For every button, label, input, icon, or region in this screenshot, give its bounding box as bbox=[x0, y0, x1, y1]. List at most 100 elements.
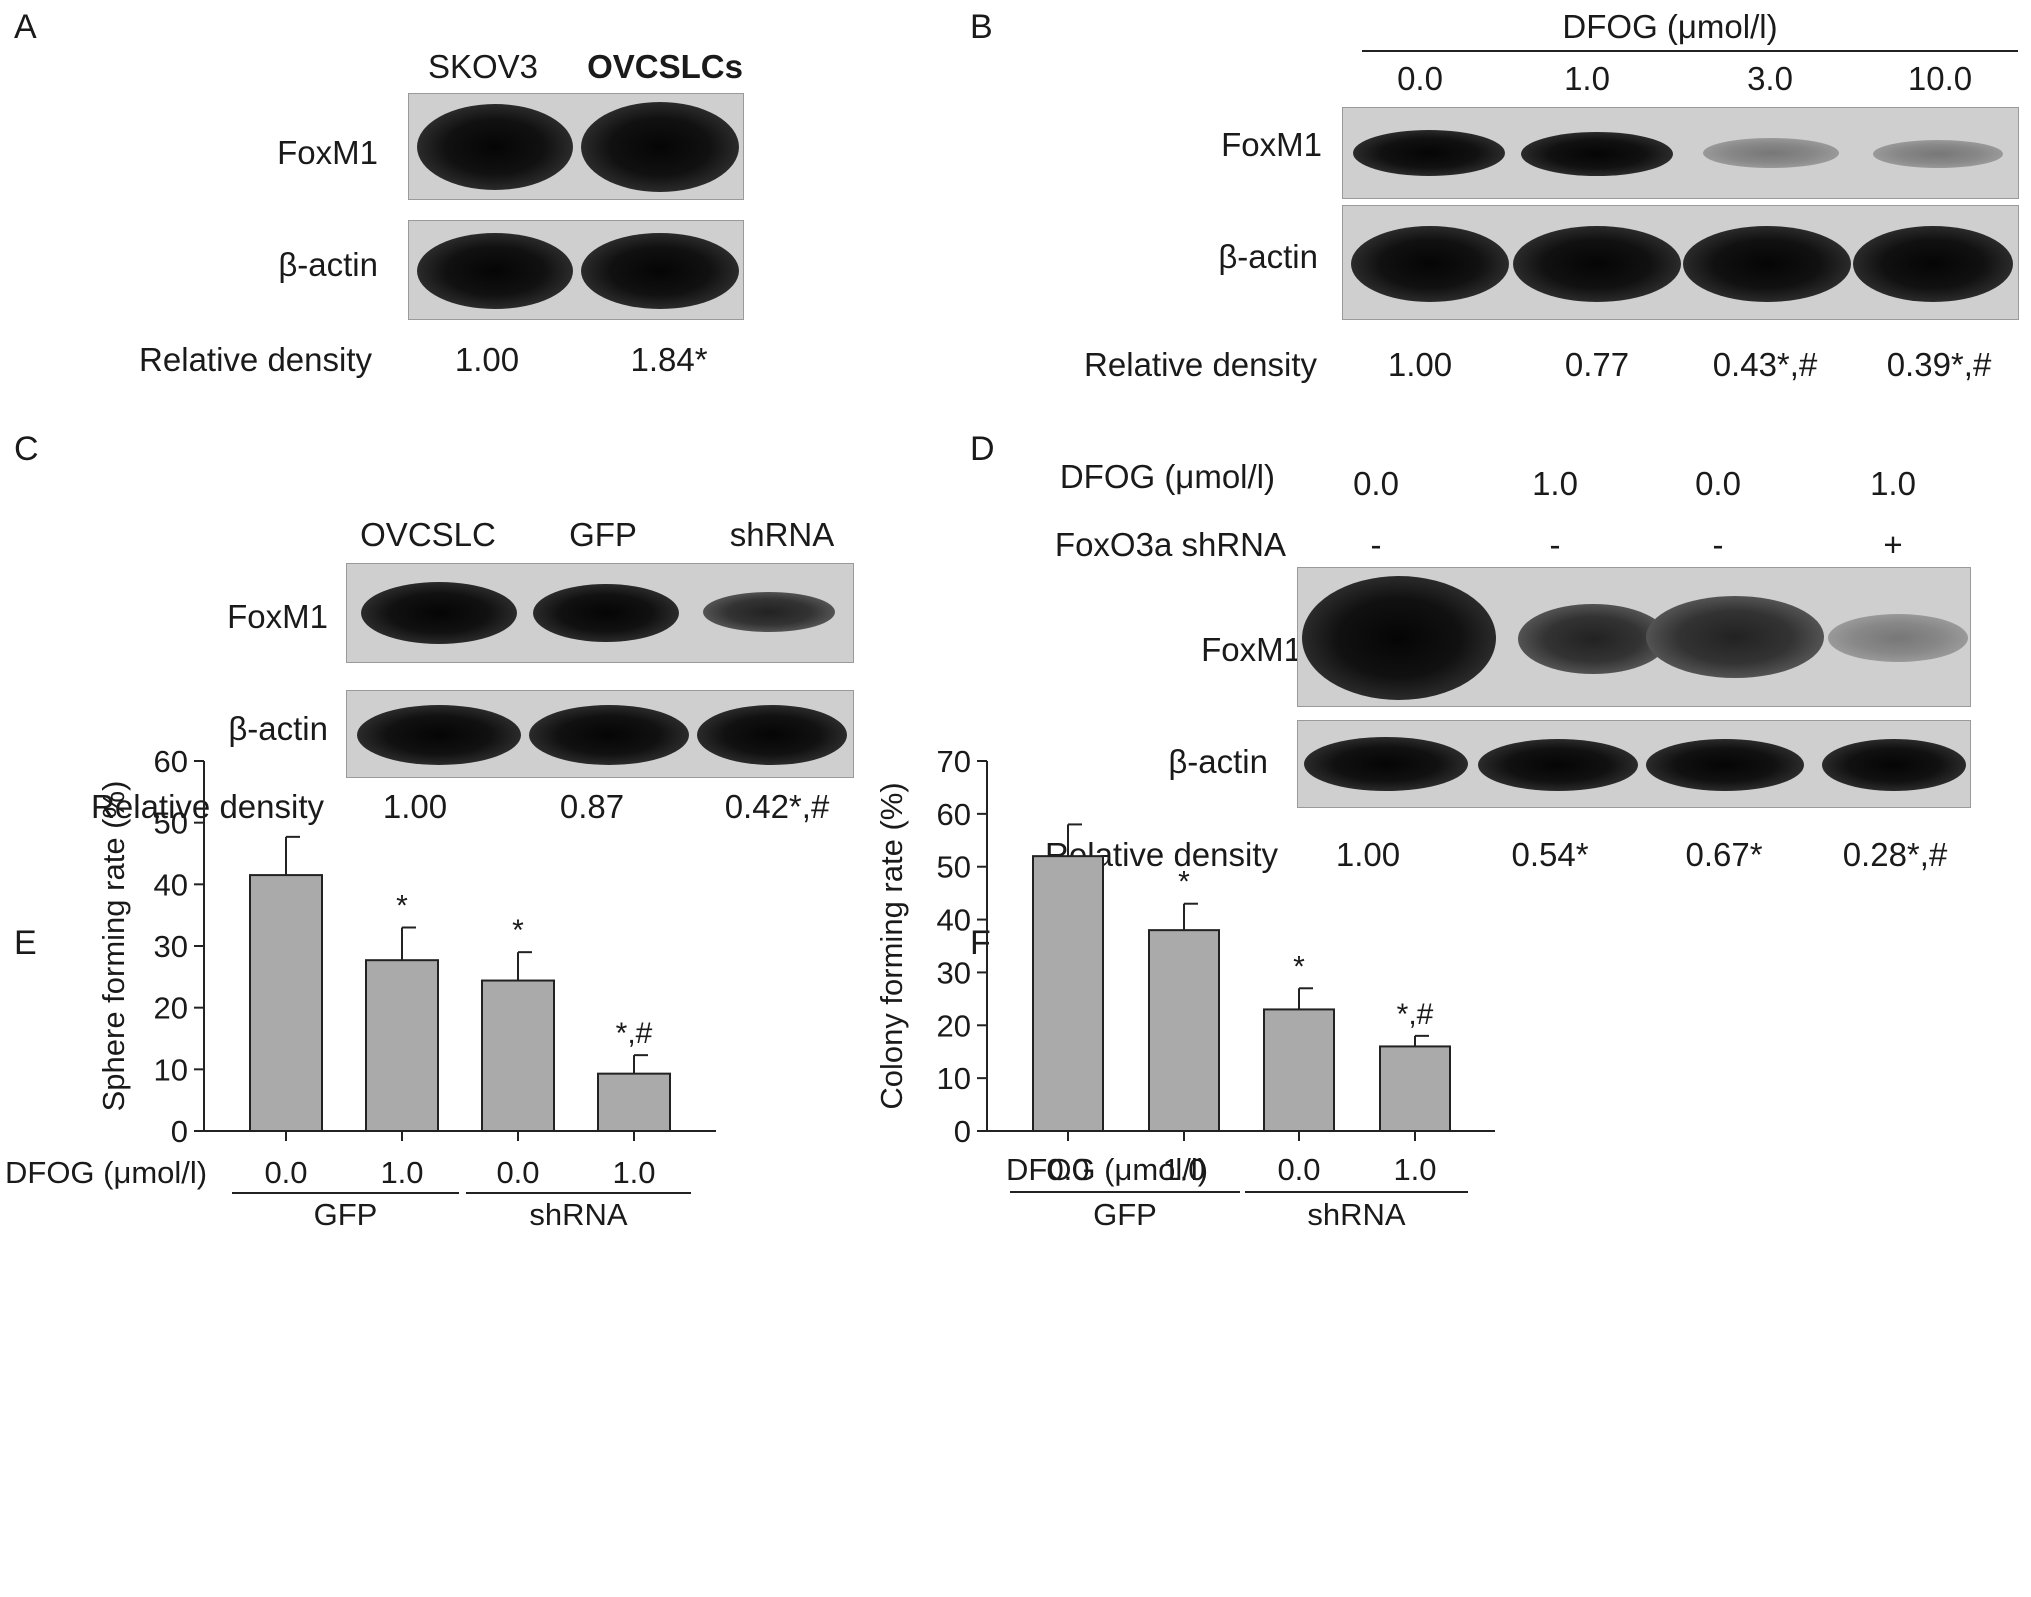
relative-density-label: Relative density bbox=[139, 341, 372, 378]
density-value: 0.42*,# bbox=[724, 788, 830, 825]
x-tick-label: 0.0 bbox=[264, 1155, 307, 1190]
treatment-header: DFOG (μmol/l) bbox=[1562, 8, 1778, 45]
blot-band bbox=[581, 102, 739, 192]
blot-band bbox=[1513, 226, 1681, 302]
western-blot-foxm1 bbox=[1297, 567, 1971, 707]
density-value: 1.00 bbox=[1335, 836, 1401, 873]
y-tick-label: 20 bbox=[154, 991, 188, 1026]
x-tick-label: 1.0 bbox=[380, 1155, 423, 1190]
bar bbox=[1379, 1045, 1451, 1133]
dfog-value: 0.0 bbox=[1695, 465, 1741, 502]
y-tick-label: 30 bbox=[154, 929, 188, 964]
row-label-beta-actin: β-actin bbox=[278, 246, 378, 283]
blot-band bbox=[533, 584, 679, 642]
blot-band bbox=[581, 233, 739, 309]
panel-letter-b: B bbox=[970, 8, 993, 46]
significance-mark: *,# bbox=[616, 1017, 653, 1050]
density-value: 0.43*,# bbox=[1712, 346, 1818, 383]
y-tick-label: 70 bbox=[937, 744, 971, 779]
density-value: 0.54* bbox=[1511, 836, 1589, 873]
blot-band bbox=[1518, 604, 1668, 674]
y-tick-label: 10 bbox=[154, 1052, 188, 1087]
x-tick-label: 1.0 bbox=[1393, 1152, 1436, 1187]
x-tick-label: 0.0 bbox=[496, 1155, 539, 1190]
dfog-value: 1.0 bbox=[1870, 465, 1916, 502]
shrna-value: - bbox=[1370, 526, 1382, 563]
significance-mark: * bbox=[1293, 950, 1305, 983]
bar bbox=[1148, 929, 1220, 1133]
group-label: GFP bbox=[1093, 1197, 1157, 1232]
western-blot-foxm1 bbox=[346, 563, 854, 663]
blot-band bbox=[1302, 576, 1496, 700]
blot-band bbox=[1478, 739, 1638, 791]
panel-letter-e: E bbox=[14, 924, 37, 962]
lane-label: 0.0 bbox=[1397, 60, 1443, 97]
panel-letter-a: A bbox=[14, 8, 37, 46]
western-blot-beta-actin bbox=[1342, 205, 2019, 320]
y-tick-label: 50 bbox=[154, 806, 188, 841]
blot-band bbox=[1304, 737, 1468, 791]
density-value: 0.67* bbox=[1685, 836, 1763, 873]
x-tick-label: 0.0 bbox=[1046, 1152, 1089, 1187]
panel-letter-d: D bbox=[970, 430, 995, 468]
density-value: 0.39*,# bbox=[1886, 346, 1992, 383]
blot-band bbox=[1646, 596, 1824, 678]
y-tick-label: 60 bbox=[937, 797, 971, 832]
blot-band bbox=[703, 592, 835, 632]
lane-label: 10.0 bbox=[1907, 60, 1973, 97]
relative-density-label: Relative density bbox=[1084, 346, 1317, 383]
lane-label: 3.0 bbox=[1747, 60, 1793, 97]
blot-band bbox=[417, 233, 573, 309]
shrna-row-label: FoxO3a shRNA bbox=[1054, 526, 1286, 563]
row-label-foxm1: FoxM1 bbox=[227, 598, 328, 635]
blot-band bbox=[1683, 226, 1851, 302]
bar bbox=[1263, 1008, 1335, 1133]
row-label-foxm1: FoxM1 bbox=[277, 134, 378, 171]
y-tick-label: 0 bbox=[171, 1114, 188, 1149]
bar bbox=[481, 979, 555, 1132]
bar bbox=[597, 1072, 671, 1133]
western-blot-beta-actin bbox=[346, 690, 854, 778]
y-tick-label: 10 bbox=[937, 1061, 971, 1096]
blot-band bbox=[357, 705, 521, 765]
group-label: shRNA bbox=[1307, 1197, 1406, 1232]
x-row-label: DFOG (μmol/l) bbox=[1006, 1152, 1208, 1187]
shrna-value: + bbox=[1883, 526, 1903, 563]
dfog-value: 0.0 bbox=[1353, 465, 1399, 502]
density-value: 1.84* bbox=[630, 341, 708, 378]
x-row-label: DFOG (μmol/l) bbox=[5, 1155, 207, 1190]
sphere-forming-rate-chart: 0 10 20 30 40 50 60 Sphere forming rate (%) 0.0 *… bbox=[5, 744, 716, 1232]
blot-band bbox=[1703, 138, 1839, 168]
y-tick-label: 20 bbox=[937, 1008, 971, 1043]
lane-label-ovcslcs: OVCSLCs bbox=[587, 48, 743, 85]
row-label-foxm1: FoxM1 bbox=[1201, 631, 1302, 668]
y-tick-label: 60 bbox=[154, 744, 188, 779]
blot-band bbox=[1521, 132, 1673, 176]
density-value: 1.00 bbox=[382, 788, 448, 825]
shrna-value: - bbox=[1549, 526, 1561, 563]
lane-label: OVCSLC bbox=[360, 516, 496, 553]
x-tick-label: 1.0 bbox=[612, 1155, 655, 1190]
blot-band bbox=[697, 705, 847, 765]
row-label-beta-actin: β-actin bbox=[228, 710, 328, 747]
blot-band bbox=[1828, 614, 1968, 662]
lane-label: 1.0 bbox=[1564, 60, 1610, 97]
blot-band bbox=[1853, 226, 2013, 302]
blot-band bbox=[417, 104, 573, 190]
header-rule bbox=[1362, 50, 2018, 52]
y-tick-label: 30 bbox=[937, 955, 971, 990]
bar bbox=[249, 874, 323, 1132]
row-label-beta-actin: β-actin bbox=[1168, 743, 1268, 780]
blot-band bbox=[1351, 226, 1509, 302]
blot-band bbox=[1822, 739, 1966, 791]
blot-band bbox=[361, 582, 517, 644]
blot-band bbox=[1646, 739, 1804, 791]
row-label-foxm1: FoxM1 bbox=[1221, 126, 1322, 163]
density-value: 0.87 bbox=[559, 788, 625, 825]
significance-mark: * bbox=[1178, 866, 1190, 899]
bar bbox=[365, 959, 439, 1133]
blot-band bbox=[1873, 140, 2003, 168]
y-axis-label: Colony forming rate (%) bbox=[874, 782, 909, 1109]
density-value: 1.00 bbox=[454, 341, 520, 378]
